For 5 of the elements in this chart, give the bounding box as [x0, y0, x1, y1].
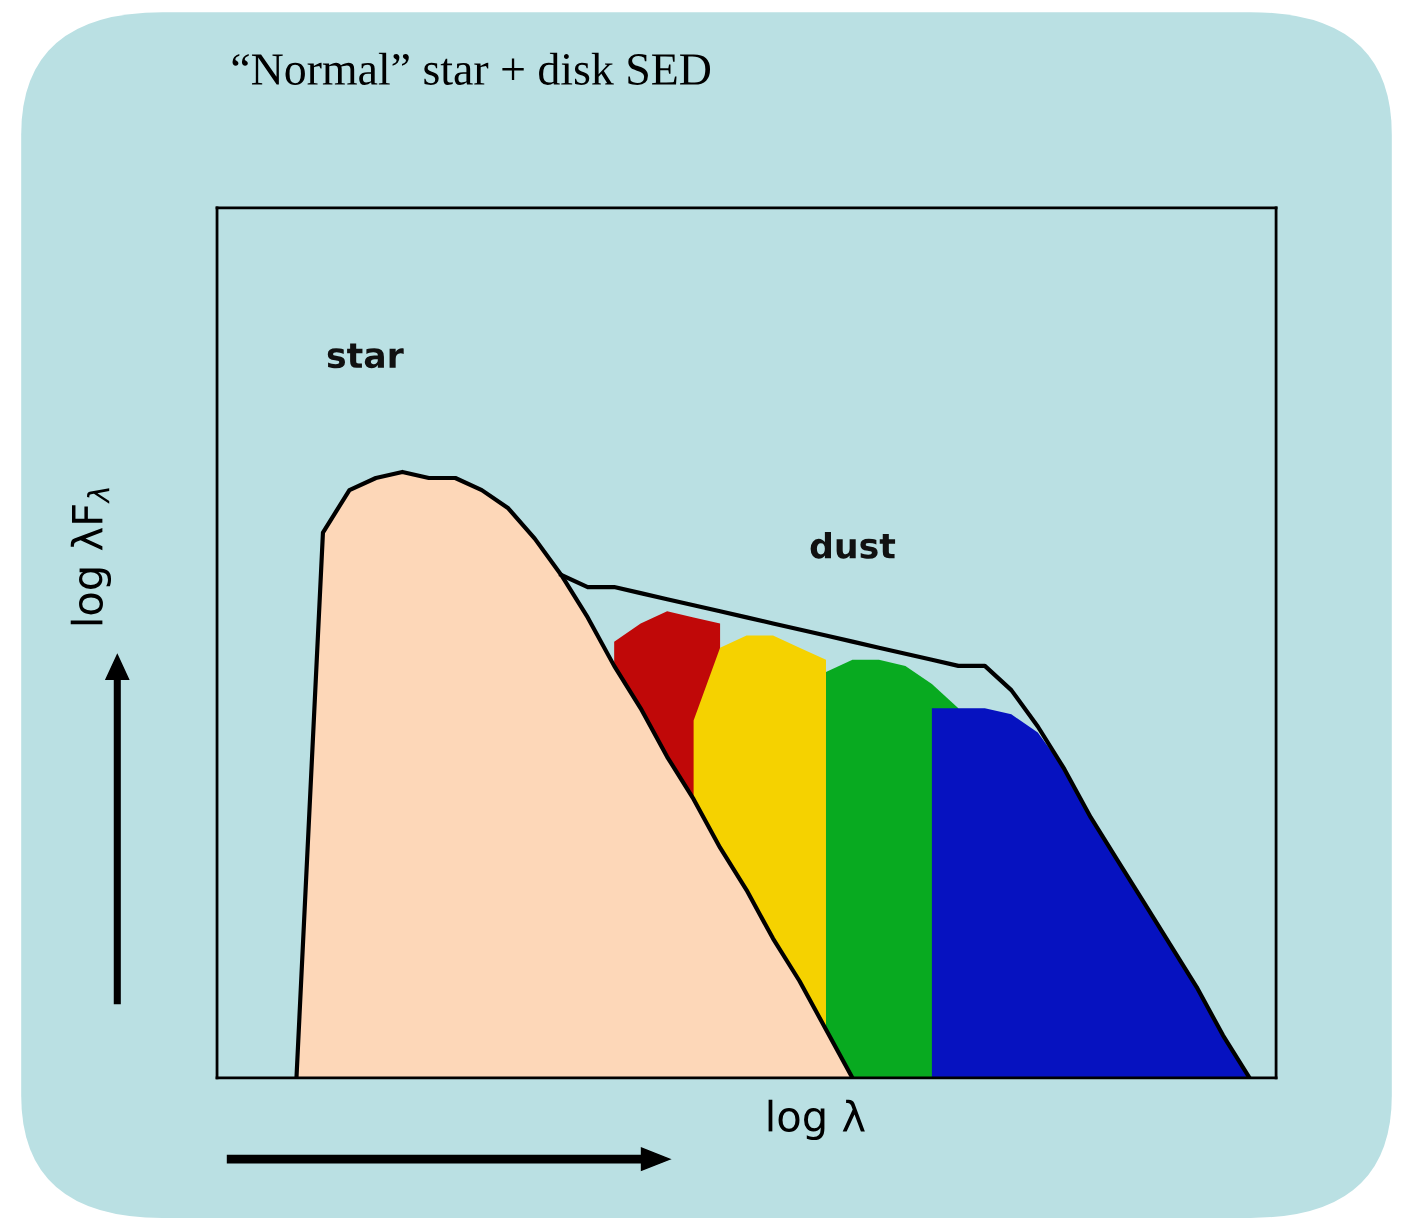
y-axis-title: log λF$_{λ}$ [70, 488, 112, 625]
text: dust [810, 531, 896, 559]
chart-title: “Normal” star + disk SED [232, 52, 711, 85]
text: star [327, 343, 404, 369]
x-axis-title: log λ [768, 1099, 865, 1141]
